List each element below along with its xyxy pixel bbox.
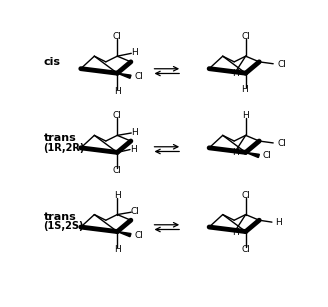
Text: Cl: Cl [113, 166, 122, 175]
Polygon shape [246, 152, 259, 157]
Text: H: H [275, 218, 282, 227]
Text: Cl: Cl [241, 32, 250, 41]
Text: Cl: Cl [263, 151, 272, 161]
Text: cis: cis [44, 57, 61, 67]
Text: Cl: Cl [113, 111, 122, 120]
Text: Cl: Cl [134, 72, 143, 81]
Text: H: H [232, 227, 239, 237]
Text: H: H [114, 87, 121, 96]
Text: Cl: Cl [277, 60, 286, 69]
Polygon shape [117, 73, 131, 78]
Text: Cl: Cl [241, 245, 250, 254]
Text: trans: trans [44, 212, 76, 222]
Text: trans: trans [44, 134, 76, 143]
Text: H: H [131, 128, 138, 137]
Text: Cl: Cl [277, 139, 286, 148]
Text: H: H [114, 191, 121, 200]
Text: H: H [131, 49, 138, 57]
Text: Cl: Cl [113, 32, 122, 41]
Text: H: H [242, 111, 249, 120]
Text: Cl: Cl [241, 191, 250, 200]
Text: H: H [232, 69, 239, 78]
Text: (1S,2S): (1S,2S) [44, 221, 84, 231]
Text: H: H [130, 145, 137, 154]
Text: H: H [241, 85, 248, 94]
Text: H: H [114, 245, 121, 254]
Polygon shape [117, 231, 131, 237]
Text: Cl: Cl [130, 207, 139, 216]
Text: H: H [232, 148, 239, 157]
Text: Cl: Cl [134, 231, 143, 240]
Text: (1R,2R): (1R,2R) [44, 143, 85, 153]
